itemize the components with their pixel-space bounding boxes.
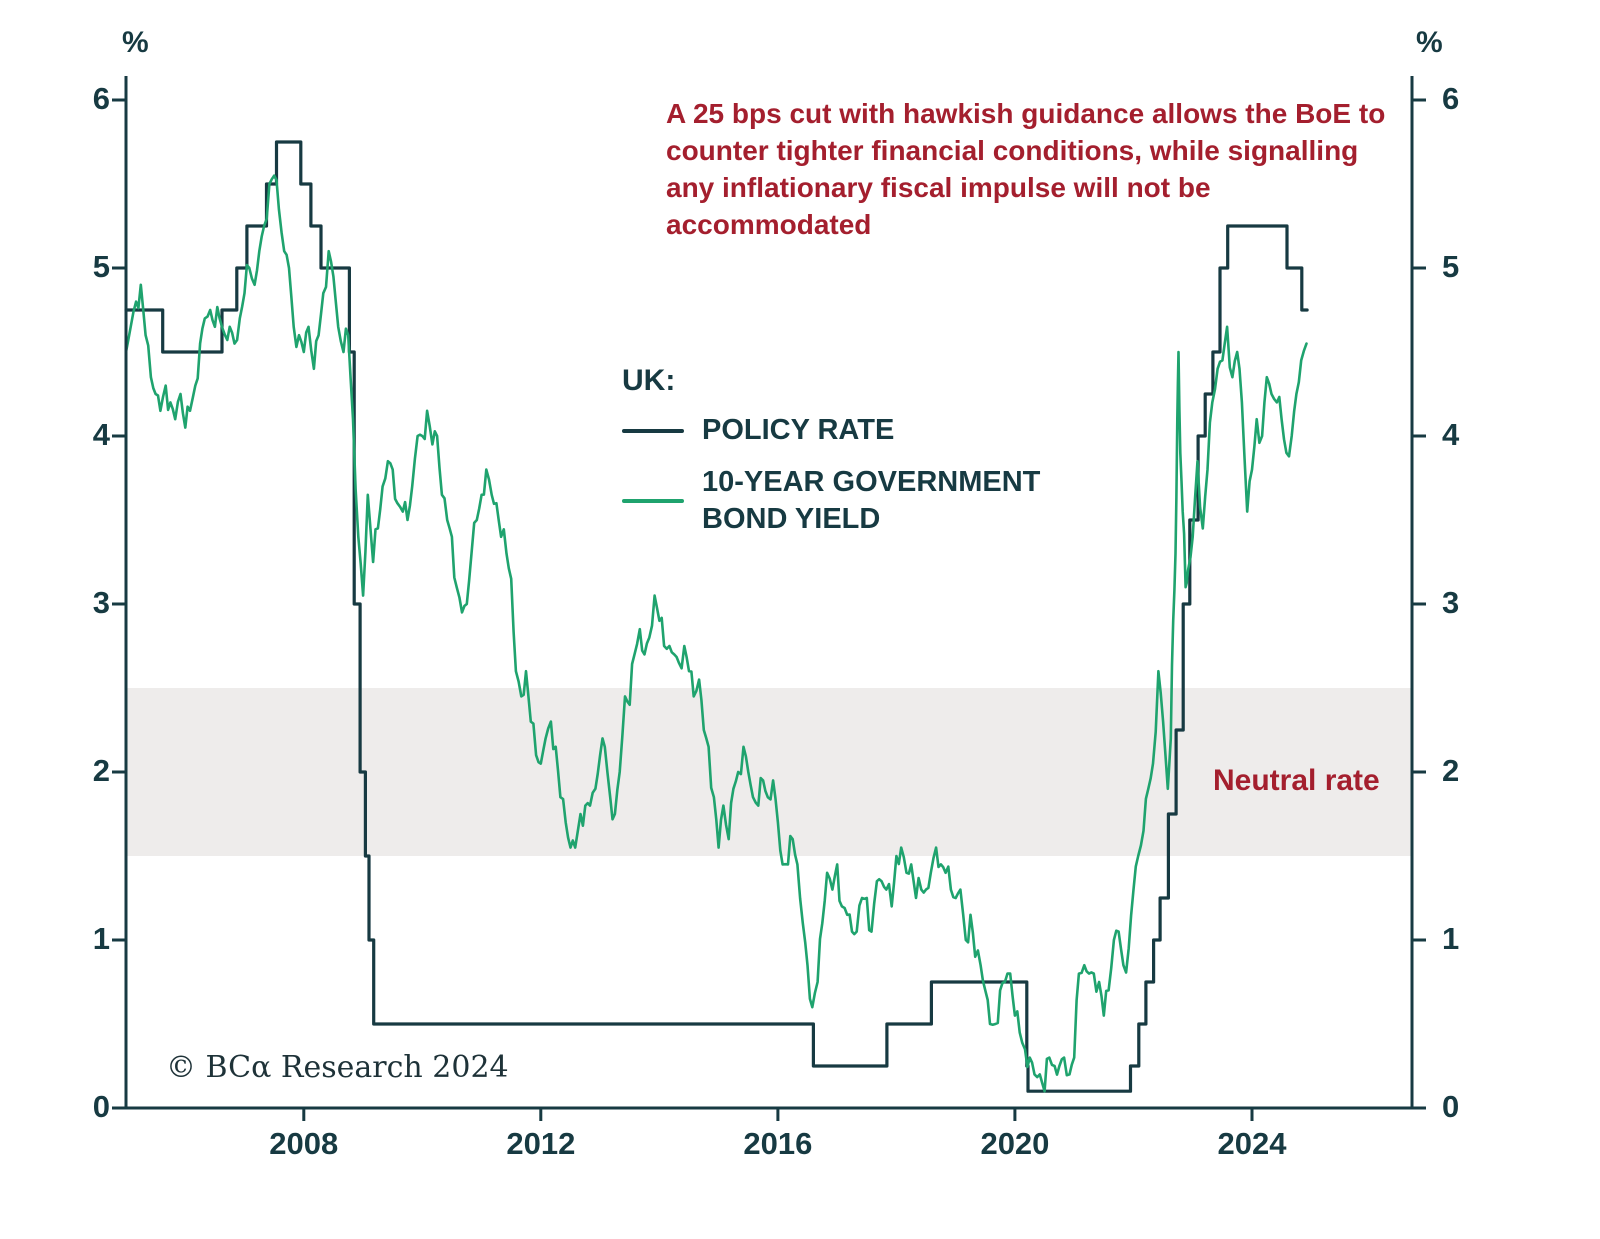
- y-axis-label-left: 6: [92, 81, 110, 116]
- annotation-text: A 25 bps cut with hawkish guidance allow…: [666, 98, 1386, 240]
- legend-label-bond-yield: 10-YEAR GOVERNMENT BOND YIELD: [702, 465, 1041, 536]
- y-axis-label-left: 4: [92, 417, 110, 452]
- y-axis-unit-left: %: [122, 26, 149, 59]
- y-axis-label-left: 3: [92, 585, 110, 620]
- neutral-rate-label: Neutral rate: [1213, 764, 1380, 797]
- bond-yield-line: [124, 174, 1308, 1093]
- y-axis-label-right: 1: [1442, 921, 1460, 956]
- policy-rate-line: [124, 140, 1309, 1093]
- policy-rate-line-swatch: [622, 428, 684, 433]
- y-axis-unit-right: %: [1416, 26, 1443, 59]
- y-axis-label-right: 6: [1442, 81, 1460, 116]
- bond-yield-line-swatch: [622, 499, 684, 504]
- x-axis-label: 2016: [743, 1126, 813, 1161]
- neutral-rate-band: [127, 688, 1411, 856]
- y-axis-label-right: 5: [1442, 249, 1460, 284]
- y-axis-label-right: 2: [1442, 753, 1460, 788]
- x-axis-label: 2024: [1217, 1126, 1287, 1161]
- legend: UK: POLICY RATE 10-YEAR GOVERNMENT BOND …: [622, 364, 1082, 539]
- y-axis-label-left: 1: [92, 921, 110, 956]
- legend-label-policy-rate: POLICY RATE: [702, 414, 895, 446]
- x-axis-label: 2008: [269, 1126, 339, 1161]
- y-axis-label-left: 0: [92, 1089, 110, 1124]
- y-axis-label-right: 3: [1442, 585, 1460, 620]
- x-axis-label: 2012: [506, 1126, 576, 1161]
- copyright: © BCα Research 2024: [166, 1050, 509, 1085]
- x-axis-label: 2020: [980, 1126, 1050, 1161]
- legend-item-policy-rate: POLICY RATE: [622, 412, 1082, 450]
- legend-item-bond-yield: 10-YEAR GOVERNMENT BOND YIELD: [622, 464, 1082, 539]
- y-axis-label-right: 0: [1442, 1089, 1460, 1124]
- y-axis-label-right: 4: [1442, 417, 1460, 452]
- legend-title: UK:: [622, 364, 676, 397]
- y-axis-label-left: 2: [92, 753, 110, 788]
- y-axis-label-left: 5: [92, 249, 110, 284]
